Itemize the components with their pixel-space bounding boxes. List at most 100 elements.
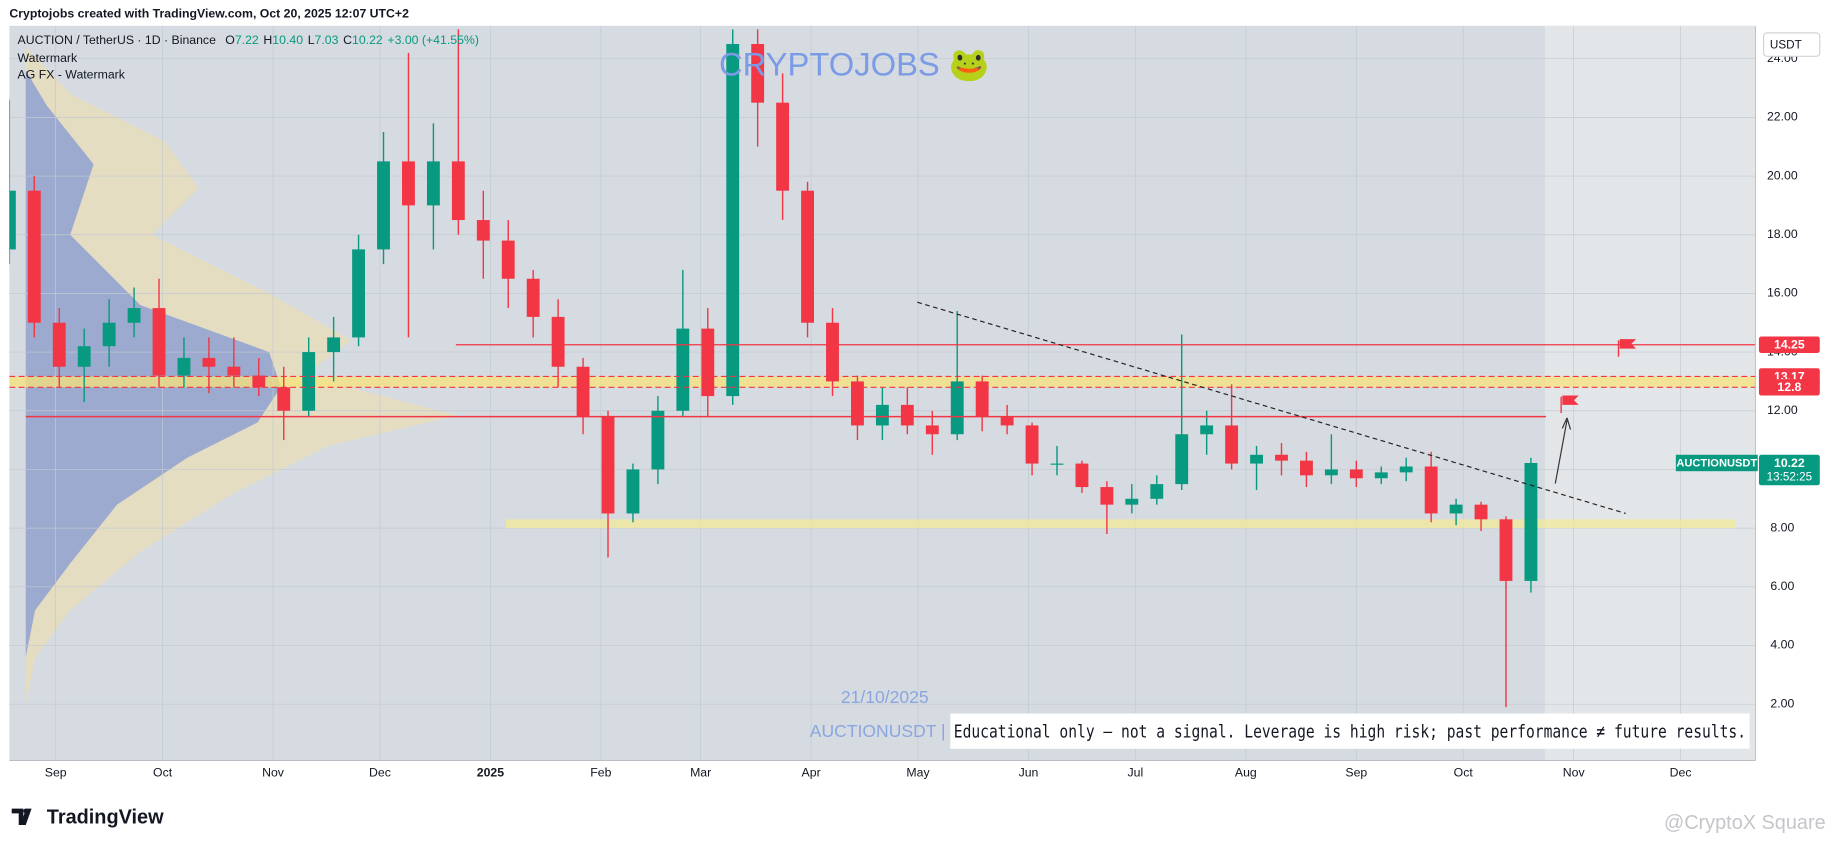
plot-background-layer bbox=[1544, 25, 1756, 761]
candle-body bbox=[1125, 498, 1139, 505]
x-tick-label: Dec bbox=[1670, 766, 1692, 780]
indicator-label: AG FX - Watermark bbox=[18, 67, 126, 81]
candle-body bbox=[1324, 469, 1338, 476]
last-price-label: 10.22 bbox=[1774, 456, 1805, 470]
candle-body bbox=[77, 346, 91, 367]
candle-body bbox=[1175, 434, 1189, 485]
x-tick-label: Sep bbox=[45, 766, 67, 780]
y-tick-label: 8.00 bbox=[1770, 520, 1794, 534]
last-price-name: AUCTIONUSDT bbox=[1676, 458, 1757, 470]
ohlc-label: L bbox=[308, 33, 315, 47]
x-tick-label: Oct bbox=[153, 766, 173, 780]
level-price-box bbox=[1758, 336, 1820, 353]
candle-body bbox=[451, 161, 465, 221]
candle-body bbox=[576, 366, 590, 417]
x-tick-label: Oct bbox=[1454, 766, 1474, 780]
candle-body bbox=[177, 357, 191, 376]
zone bbox=[505, 519, 1736, 529]
brand-icon-dot bbox=[23, 808, 29, 814]
candle-body bbox=[1299, 460, 1313, 476]
ohlc-label: C bbox=[343, 33, 352, 47]
candle-body bbox=[252, 375, 266, 388]
candle-body bbox=[127, 308, 141, 323]
candle-body bbox=[851, 381, 864, 426]
currency-button[interactable] bbox=[1763, 32, 1821, 57]
candle-body bbox=[102, 322, 116, 347]
future-area bbox=[1544, 25, 1756, 761]
brand: TradingView bbox=[47, 806, 164, 828]
y-tick-label: 18.00 bbox=[1767, 227, 1798, 241]
candle-body bbox=[826, 322, 839, 382]
zones-layer bbox=[9, 376, 1756, 529]
y-tick-label: 6.00 bbox=[1770, 579, 1794, 593]
candle-body bbox=[1474, 504, 1488, 520]
candle-body bbox=[202, 357, 216, 367]
last-price-name-box bbox=[1675, 454, 1758, 472]
currency-label: USDT bbox=[1770, 38, 1802, 51]
level-price-label: 14.25 bbox=[1774, 338, 1805, 352]
x-tick-label: Feb bbox=[590, 766, 611, 780]
candle-body bbox=[676, 328, 690, 411]
y-tick-label: 22.00 bbox=[1767, 110, 1798, 124]
candle-body bbox=[1275, 454, 1288, 461]
flag bbox=[1562, 395, 1579, 405]
arrow-head bbox=[1561, 417, 1572, 430]
level-price-box bbox=[1758, 379, 1820, 396]
x-tick-label: Aug bbox=[1235, 766, 1257, 780]
candle-body bbox=[277, 387, 291, 411]
candle-body bbox=[1200, 425, 1214, 435]
x-tick-label: Jul bbox=[1128, 766, 1144, 780]
y-tick-label: 12.00 bbox=[1767, 403, 1798, 417]
watermark: CRYPTOJOBS 🐸 bbox=[719, 46, 990, 83]
candle-body bbox=[900, 404, 914, 426]
date-stamp: 21/10/2025 bbox=[841, 687, 929, 707]
candle-body bbox=[1050, 463, 1064, 465]
y-tick-label: 20.00 bbox=[1767, 168, 1798, 182]
candle-body bbox=[52, 322, 66, 367]
disclaimer-box bbox=[950, 713, 1750, 749]
candle-body bbox=[950, 381, 964, 435]
indicator-label: Watermark bbox=[18, 51, 78, 65]
candles-layer bbox=[9, 29, 1538, 708]
ohlc-value: 7.03 bbox=[315, 33, 339, 47]
level-price-label: 12.8 bbox=[1777, 380, 1801, 394]
x-tick-label: Apr bbox=[802, 766, 821, 780]
candle-body bbox=[1225, 425, 1239, 464]
change: +3.00 (+41.55%) bbox=[387, 33, 478, 47]
countdown: 13:52:25 bbox=[1767, 471, 1813, 484]
candle-body bbox=[875, 404, 889, 426]
candle-body bbox=[1524, 462, 1538, 581]
trendline bbox=[917, 301, 1626, 515]
credit: Cryptojobs created with TradingView.com,… bbox=[9, 6, 409, 20]
candle-body bbox=[626, 469, 640, 514]
candle-body bbox=[327, 337, 341, 353]
x-tick-label: Nov bbox=[262, 766, 285, 780]
ohlc-label: H bbox=[263, 33, 272, 47]
candle-body bbox=[1349, 469, 1363, 479]
arrow-line bbox=[1554, 420, 1568, 484]
symbol-stamp: AUCTIONUSDT | bbox=[810, 721, 946, 741]
candle-body bbox=[402, 161, 415, 206]
candle-body bbox=[651, 410, 665, 470]
candle-body bbox=[501, 240, 515, 279]
candle-body bbox=[526, 278, 540, 317]
x-tick-label: Nov bbox=[1563, 766, 1586, 780]
candle-body bbox=[701, 328, 715, 397]
candle-body bbox=[352, 249, 366, 338]
candle-body bbox=[801, 190, 814, 323]
candle-body bbox=[1499, 519, 1513, 581]
candle-body bbox=[1399, 466, 1413, 473]
y-tick-label: 2.00 bbox=[1770, 696, 1794, 710]
candle-body bbox=[776, 102, 790, 191]
flag bbox=[1619, 339, 1637, 349]
candle-body bbox=[476, 220, 490, 241]
x-tick-label: May bbox=[906, 766, 930, 780]
candle-body bbox=[1449, 504, 1463, 514]
disclaimer: Educational only — not a signal. Leverag… bbox=[954, 721, 1746, 742]
annotations-layer bbox=[9, 301, 1756, 515]
flags bbox=[1554, 339, 1637, 484]
candle-body bbox=[1374, 472, 1388, 479]
ohlc-label: O bbox=[225, 33, 235, 47]
candle-body bbox=[9, 190, 16, 250]
